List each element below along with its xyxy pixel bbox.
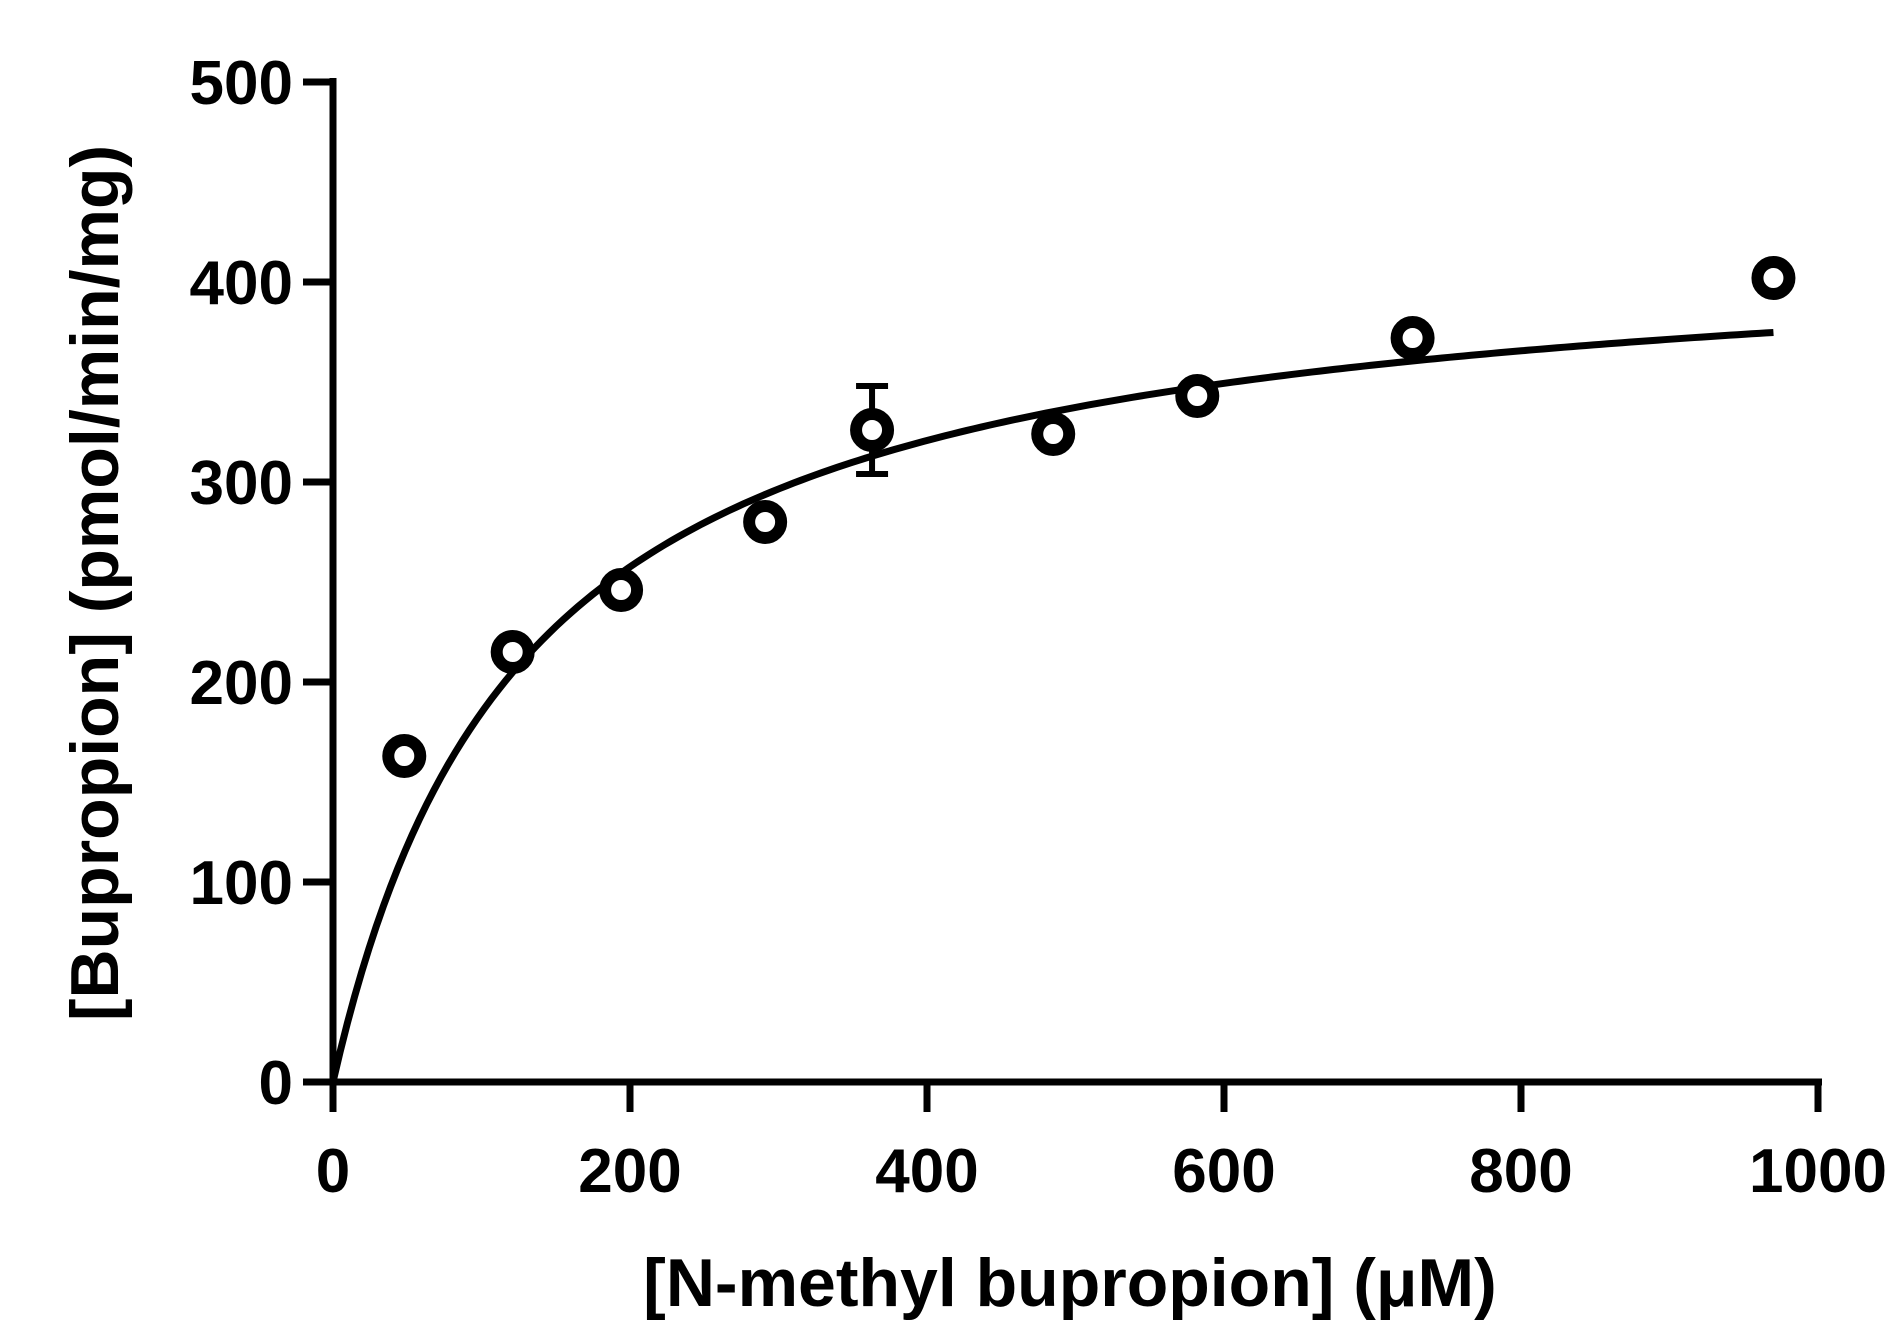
- data-point: [1751, 256, 1796, 300]
- fit-curve: [329, 328, 1774, 1083]
- data-point: [1390, 316, 1435, 360]
- data-point-marker: [490, 630, 535, 674]
- y-tick-label: 400: [190, 249, 293, 318]
- data-point-marker: [1390, 316, 1435, 360]
- data-point-marker: [1031, 412, 1076, 456]
- data-point: [1031, 412, 1076, 456]
- data-point: [382, 734, 427, 778]
- data-point-marker: [1751, 256, 1796, 300]
- data-points-layer: [382, 256, 1796, 778]
- x-tick-label: 800: [1469, 1137, 1572, 1206]
- data-point-marker: [743, 500, 788, 544]
- data-point-marker: [850, 408, 895, 452]
- x-tick-label: 600: [1172, 1137, 1275, 1206]
- x-tick-label: 0: [316, 1137, 350, 1206]
- y-tick-label: 200: [190, 649, 293, 718]
- x-axis: 0 200 400 600 800 1000: [316, 1078, 1887, 1206]
- y-tick-label: 300: [190, 449, 293, 518]
- y-axis: 0 100 200 300 400 500: [190, 49, 337, 1118]
- data-point: [599, 568, 644, 612]
- data-point-marker: [382, 734, 427, 778]
- data-point: [850, 383, 895, 477]
- data-point-marker: [599, 568, 644, 612]
- y-axis-title: [Bupropion] (pmol/min/mg): [57, 145, 133, 1021]
- y-tick-label: 100: [190, 849, 293, 918]
- data-point: [490, 630, 535, 674]
- y-tick-label: 0: [259, 1049, 293, 1118]
- fit-curve-layer: [329, 328, 1774, 1083]
- y-tick-label: 500: [190, 49, 293, 118]
- data-point-marker: [1175, 374, 1220, 418]
- x-axis-title: [N-methyl bupropion] (μM): [643, 1245, 1497, 1321]
- x-tick-label: 200: [578, 1137, 681, 1206]
- data-point: [1175, 374, 1220, 418]
- x-tick-label: 400: [875, 1137, 978, 1206]
- data-point: [743, 500, 788, 544]
- x-tick-label: 1000: [1749, 1137, 1887, 1206]
